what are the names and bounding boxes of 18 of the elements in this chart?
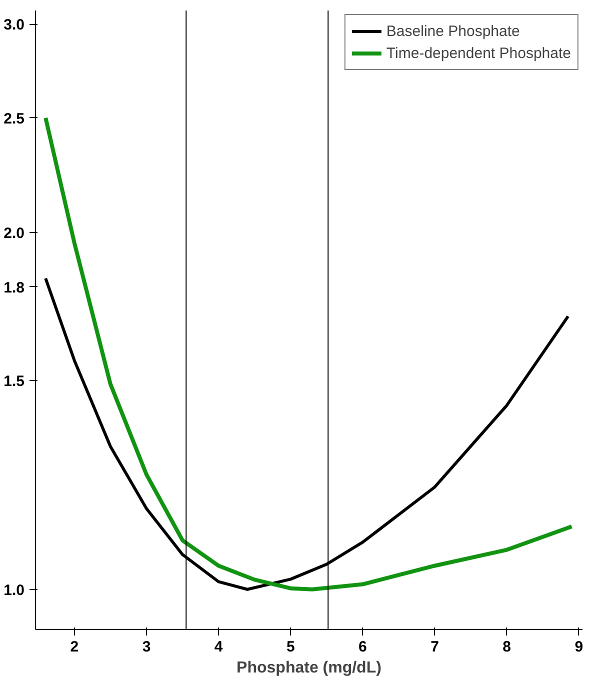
x-tick-label: 6 [358, 638, 367, 656]
legend-label: Baseline Phosphate [386, 22, 520, 40]
y-tick-label: 2.5 [4, 110, 25, 128]
y-tick-label: 3.0 [4, 16, 25, 34]
legend-label: Time-dependent Phosphate [386, 44, 571, 62]
x-tick-label: 5 [286, 638, 295, 656]
x-tick-label: 4 [214, 638, 224, 656]
y-tick-label: 1.5 [4, 373, 25, 390]
line-series [44, 116, 574, 592]
x-tick-label: 7 [430, 638, 439, 656]
x-tick-label: 3 [142, 638, 151, 656]
x-tick-label: 2 [70, 638, 79, 656]
x-tick-label: 8 [502, 638, 511, 656]
y-tick-label: 1.8 [4, 279, 25, 296]
y-tick-label: 2.0 [4, 225, 25, 242]
x-tick-label: 9 [574, 638, 584, 656]
x-axis-title: Phosphate (mg/dL) [236, 660, 382, 676]
y-tick-label: 1.0 [4, 582, 25, 599]
